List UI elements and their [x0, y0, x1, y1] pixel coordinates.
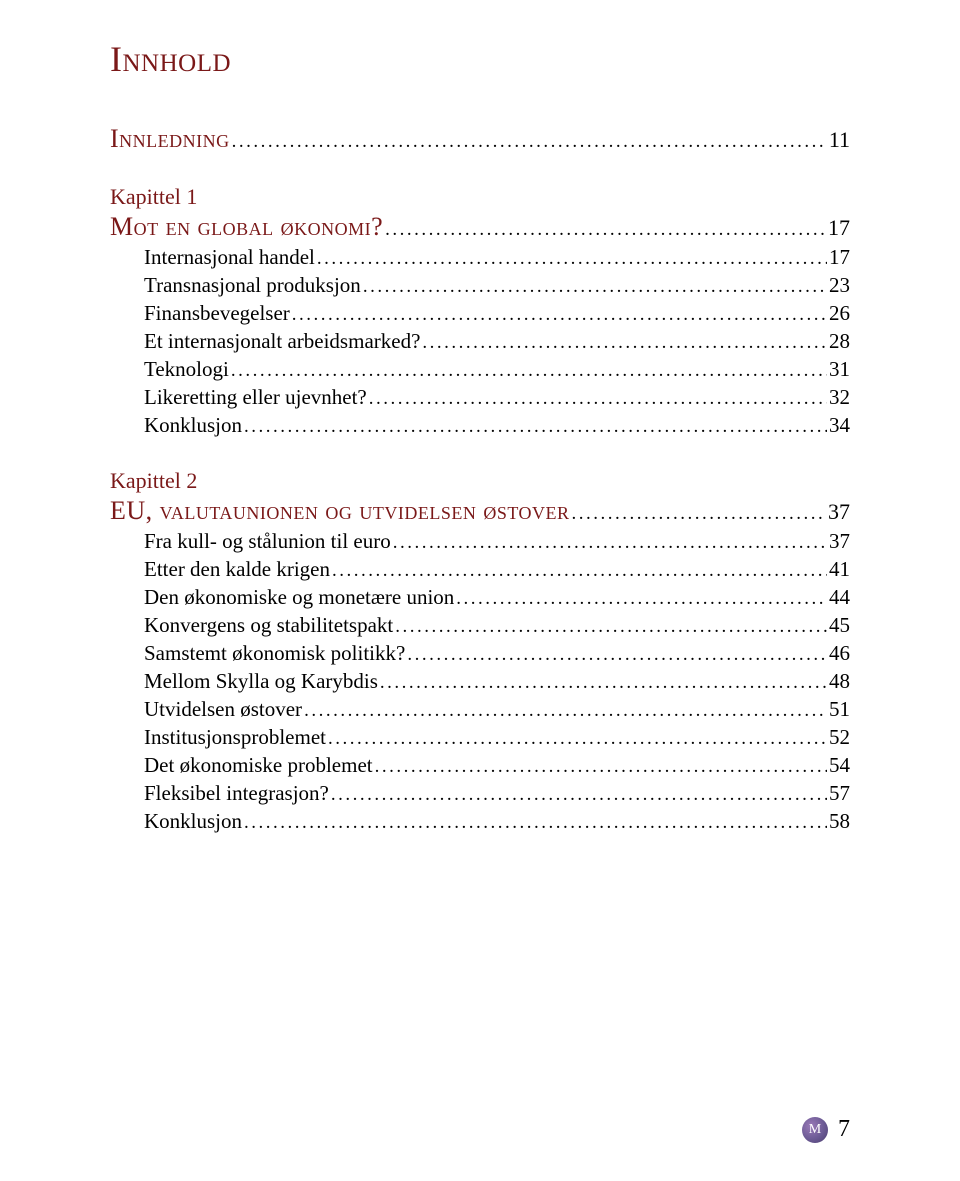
- toc-entry: Konvergens og stabilitetspakt 45: [110, 613, 850, 638]
- toc-page-number: 46: [829, 641, 850, 666]
- toc-entry-label: Konklusjon: [144, 809, 242, 834]
- toc-page-number: 23: [829, 273, 850, 298]
- toc-entry-label: Etter den kalde krigen: [144, 557, 330, 582]
- toc-chapter-2-heading: EU, valutaunionen og utvidelsen østover …: [110, 496, 850, 526]
- toc-page-number: 34: [829, 413, 850, 438]
- toc-leader-dots: [328, 728, 827, 750]
- toc-page-number: 26: [829, 301, 850, 326]
- toc-page-number: 51: [829, 697, 850, 722]
- toc-entry-label: Fra kull- og stålunion til euro: [144, 529, 391, 554]
- toc-leader-dots: [232, 131, 827, 153]
- toc-leader-dots: [331, 784, 827, 806]
- toc-entry-label: Likeretting eller ujevnhet?: [144, 385, 367, 410]
- toc-entry-label: Det økonomiske problemet: [144, 753, 373, 778]
- toc-page-number: 17: [829, 245, 850, 270]
- toc-page-number: 17: [828, 215, 850, 241]
- toc-chapter-heading-label: Mot en global økonomi?: [110, 212, 383, 242]
- toc-entry-label: Institusjonsproblemet: [144, 725, 326, 750]
- toc-page-number: 32: [829, 385, 850, 410]
- toc-page-number: 58: [829, 809, 850, 834]
- toc-entry-label: Internasjonal handel: [144, 245, 315, 270]
- toc-entry-label: Konvergens og stabilitetspakt: [144, 613, 393, 638]
- page-title: Innhold: [110, 38, 850, 80]
- toc-leader-dots: [363, 276, 827, 298]
- toc-leader-dots: [292, 304, 827, 326]
- toc-entry: Etter den kalde krigen 41: [110, 557, 850, 582]
- toc-leader-dots: [456, 588, 827, 610]
- toc-entry-label: Samstemt økonomisk politikk?: [144, 641, 405, 666]
- toc-entry: Internasjonal handel 17: [110, 245, 850, 270]
- toc-leader-dots: [231, 360, 827, 382]
- toc-entry: Det økonomiske problemet 54: [110, 753, 850, 778]
- publisher-logo-icon: M: [802, 1117, 828, 1143]
- toc-entry: Utvidelsen østover 51: [110, 697, 850, 722]
- toc-page-number: 41: [829, 557, 850, 582]
- toc-leader-dots: [422, 332, 827, 354]
- toc-entry: Transnasjonal produksjon 23: [110, 273, 850, 298]
- toc-entry-label: Mellom Skylla og Karybdis: [144, 669, 378, 694]
- toc-section-label: Innledning: [110, 124, 230, 154]
- toc-leader-dots: [572, 503, 826, 525]
- chapter-2-label: Kapittel 2: [110, 468, 850, 494]
- toc-entry: Et internasjonalt arbeidsmarked? 28: [110, 329, 850, 354]
- toc-page-number: 48: [829, 669, 850, 694]
- toc-entry: Institusjonsproblemet 52: [110, 725, 850, 750]
- toc-entry: Likeretting eller ujevnhet? 32: [110, 385, 850, 410]
- toc-leader-dots: [380, 672, 827, 694]
- toc-leader-dots: [407, 644, 827, 666]
- toc-page-number: 45: [829, 613, 850, 638]
- toc-page-number: 54: [829, 753, 850, 778]
- toc-entry-label: Transnasjonal produksjon: [144, 273, 361, 298]
- page-footer: M 7: [802, 1116, 850, 1143]
- toc-entry-label: Teknologi: [144, 357, 229, 382]
- toc-entry-label: Fleksibel integrasjon?: [144, 781, 329, 806]
- toc-entry: Konklusjon 58: [110, 809, 850, 834]
- toc-leader-dots: [317, 248, 827, 270]
- toc-entry-label: Den økonomiske og monetære union: [144, 585, 454, 610]
- toc-leader-dots: [244, 812, 827, 834]
- toc-entry: Den økonomiske og monetære union 44: [110, 585, 850, 610]
- toc-page-number: 31: [829, 357, 850, 382]
- toc-page-number: 28: [829, 329, 850, 354]
- toc-leader-dots: [332, 560, 827, 582]
- toc-entry: Fleksibel integrasjon? 57: [110, 781, 850, 806]
- toc-leader-dots: [375, 756, 827, 778]
- toc-entry-label: Utvidelsen østover: [144, 697, 302, 722]
- toc-chapter-1-heading: Mot en global økonomi? 17: [110, 212, 850, 242]
- toc-chapter-heading-label: EU, valutaunionen og utvidelsen østover: [110, 496, 570, 526]
- footer-page-number: 7: [838, 1116, 850, 1143]
- logo-letter: M: [809, 1122, 821, 1138]
- toc-entry: Finansbevegelser 26: [110, 301, 850, 326]
- toc-entry: Konklusjon 34: [110, 413, 850, 438]
- toc-entry-label: Finansbevegelser: [144, 301, 290, 326]
- toc-page-number: 57: [829, 781, 850, 806]
- toc-leader-dots: [395, 616, 827, 638]
- toc-leader-dots: [369, 388, 827, 410]
- toc-entry: Mellom Skylla og Karybdis 48: [110, 669, 850, 694]
- toc-leader-dots: [244, 416, 827, 438]
- toc-entry: Teknologi 31: [110, 357, 850, 382]
- toc-page-number: 37: [829, 529, 850, 554]
- toc-page-number: 44: [829, 585, 850, 610]
- toc-page-number: 52: [829, 725, 850, 750]
- toc-entry-label: Et internasjonalt arbeidsmarked?: [144, 329, 420, 354]
- toc-entry: Samstemt økonomisk politikk? 46: [110, 641, 850, 666]
- toc-entry-label: Konklusjon: [144, 413, 242, 438]
- toc-page-number: 11: [829, 127, 850, 153]
- toc-entry: Fra kull- og stålunion til euro 37: [110, 529, 850, 554]
- toc-section-innledning: Innledning 11: [110, 124, 850, 154]
- chapter-1-label: Kapittel 1: [110, 184, 850, 210]
- toc-leader-dots: [304, 700, 827, 722]
- toc-leader-dots: [385, 219, 826, 241]
- toc-leader-dots: [393, 532, 827, 554]
- toc-page-number: 37: [828, 499, 850, 525]
